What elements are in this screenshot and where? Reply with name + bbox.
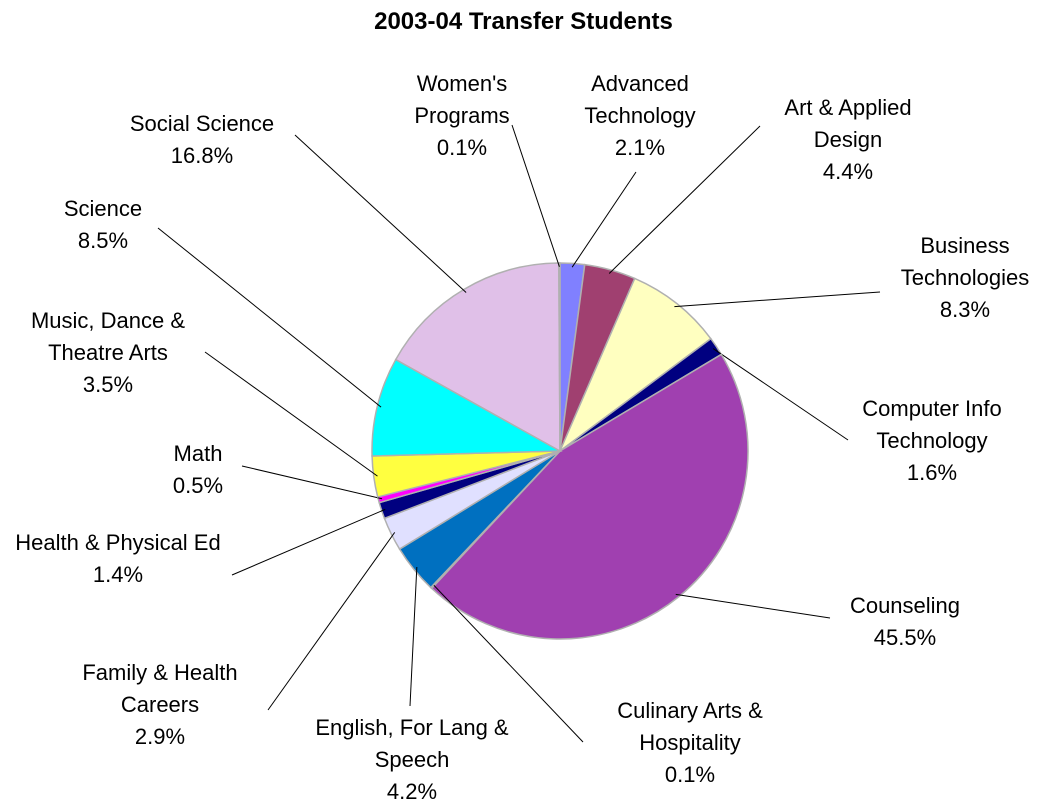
pie-slice (371, 358, 563, 457)
slice-label: Computer Info Technology 1.6% (842, 393, 1022, 489)
leader-line (204, 351, 378, 477)
leader-line (674, 291, 881, 308)
value-label: 1.6% (906, 460, 958, 485)
category-label: Music, Dance & Theatre Arts (30, 308, 186, 365)
slice-label: Counseling 45.5% (830, 590, 980, 654)
value-label: 45.5% (873, 625, 937, 650)
value-label: 0.1% (664, 762, 716, 787)
leader-line (241, 465, 383, 500)
pie-slice (558, 262, 561, 452)
slice-label: Family & Health Careers 2.9% (45, 657, 275, 753)
pie-slice (394, 262, 561, 453)
value-label: 4.2% (386, 779, 438, 804)
category-label: Math (173, 441, 223, 466)
category-label: Culinary Arts & Hospitality (617, 698, 763, 755)
category-label: English, For Lang & Speech (315, 715, 509, 772)
leader-line (511, 124, 560, 267)
category-label: Women's Programs (414, 71, 510, 128)
value-label: 8.3% (939, 297, 991, 322)
value-label: 3.5% (82, 372, 134, 397)
slice-label: Business Technologies 8.3% (880, 230, 1047, 326)
leader-line (675, 593, 831, 619)
slice-label: Math 0.5% (158, 438, 238, 502)
slice-label: Art & Applied Design 4.4% (773, 92, 923, 188)
slice-label: Culinary Arts & Hospitality 0.1% (590, 695, 790, 791)
slice-label: Advanced Technology 2.1% (570, 68, 710, 164)
slice-label: Social Science 16.8% (102, 108, 302, 172)
slice-label: English, For Lang & Speech 4.2% (302, 712, 522, 808)
value-label: 2.9% (134, 724, 186, 749)
category-label: Health & Physical Ed (15, 530, 221, 555)
leader-line (267, 532, 396, 711)
category-label: Computer Info Technology (862, 396, 1002, 453)
category-label: Counseling (849, 593, 961, 618)
category-label: Advanced Technology (584, 71, 696, 128)
value-label: 4.4% (822, 159, 874, 184)
value-label: 8.5% (77, 228, 129, 253)
leader-line (409, 566, 418, 707)
leader-line (157, 227, 382, 408)
pie-slice (558, 277, 712, 454)
slice-label: Health & Physical Ed 1.4% (3, 527, 233, 591)
chart-title: 2003-04 Transfer Students (374, 8, 673, 35)
value-label: 1.4% (92, 562, 144, 587)
category-label: Business Technologies (900, 233, 1030, 290)
value-label: 0.1% (436, 135, 488, 160)
leader-line (231, 508, 386, 576)
slice-label: Women's Programs 0.1% (412, 68, 512, 164)
category-label: Social Science (129, 111, 275, 136)
leader-line (571, 171, 637, 268)
value-label: 0.5% (172, 473, 224, 498)
leader-line (294, 134, 467, 293)
value-label: 16.8% (170, 143, 234, 168)
value-label: 2.1% (614, 135, 666, 160)
leader-line (433, 584, 584, 743)
category-label: Family & Health Careers (82, 660, 238, 717)
leader-line (712, 348, 849, 441)
category-label: Science (63, 196, 143, 221)
pie-slice (430, 353, 749, 640)
leader-line (608, 125, 761, 274)
category-label: Art & Applied Design (784, 95, 912, 152)
slice-label: Music, Dance & Theatre Arts 3.5% (0, 305, 218, 401)
slice-label: Science 8.5% (53, 193, 153, 257)
